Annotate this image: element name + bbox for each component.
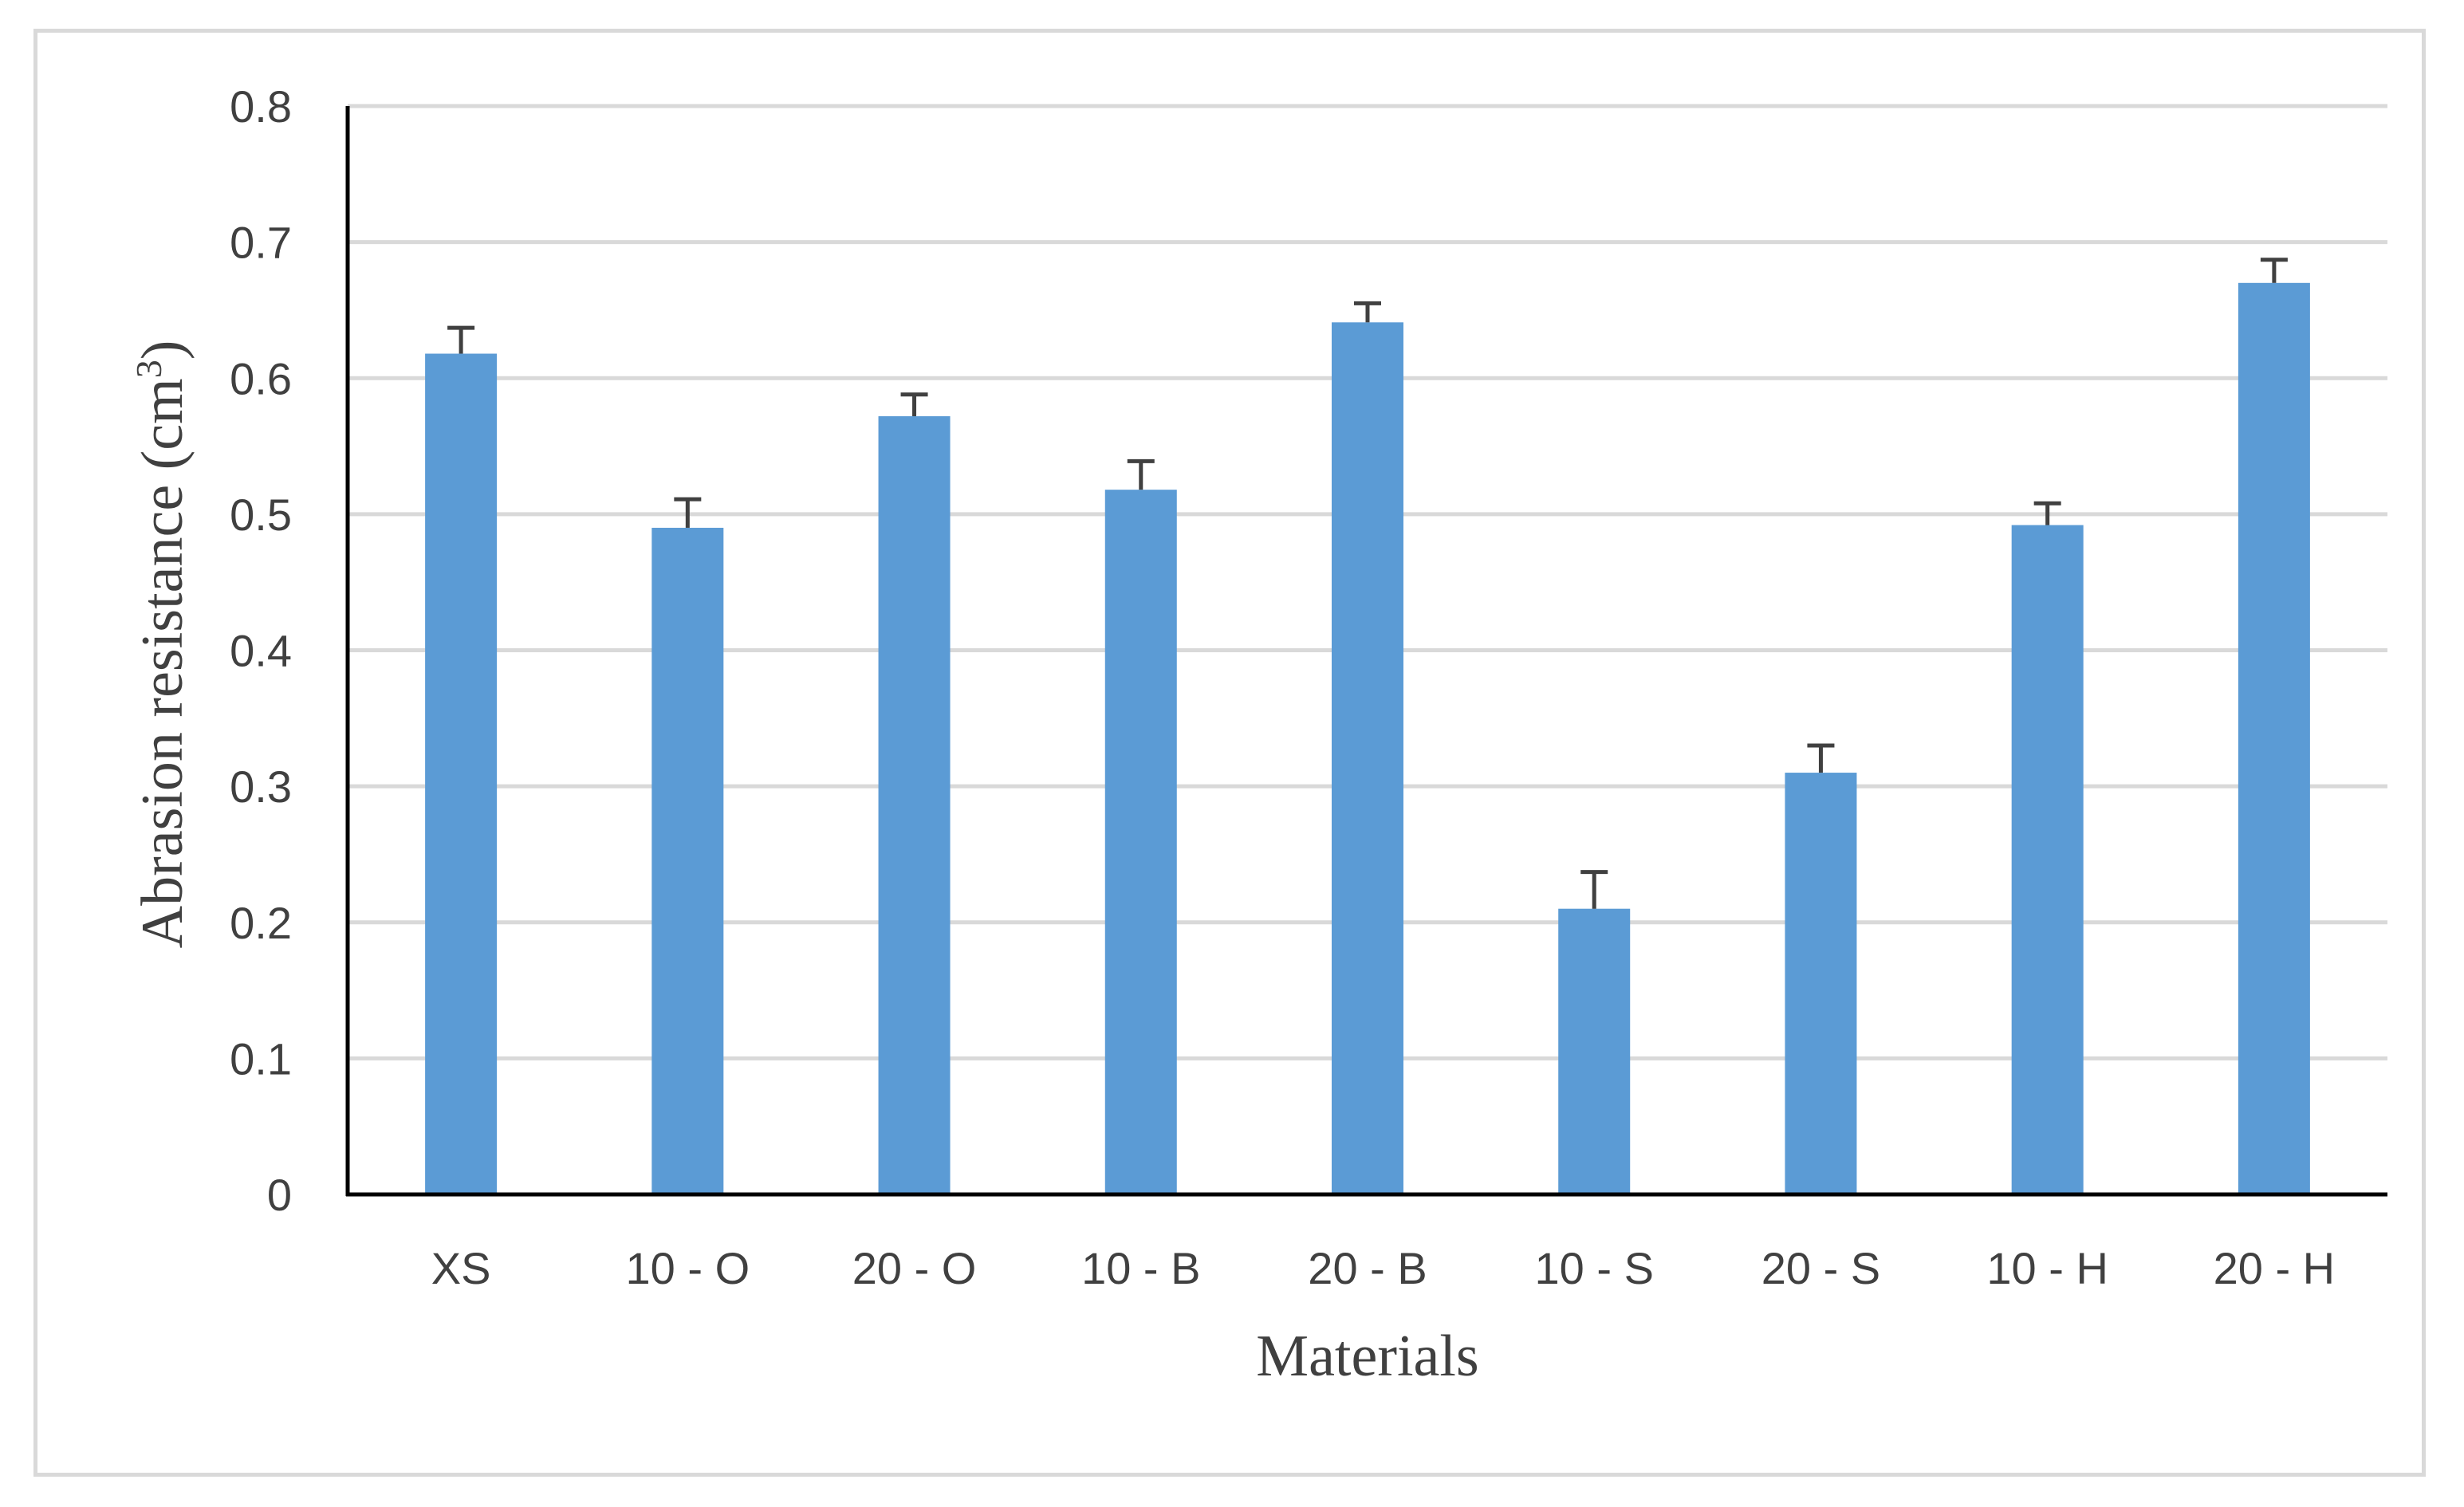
y-tick-label: 0.8: [230, 81, 292, 132]
error-bar: [674, 497, 702, 528]
bar: [1104, 490, 1177, 1194]
x-tick-label: 20 - O: [852, 1243, 977, 1293]
x-tick-label: 10 - O: [626, 1243, 750, 1293]
error-bar: [900, 392, 928, 417]
bar: [651, 527, 724, 1194]
x-tick-label: 20 - B: [1308, 1243, 1427, 1293]
y-tick-label: 0.7: [230, 218, 292, 268]
x-tick-label: 10 - S: [1535, 1243, 1654, 1293]
x-tick-label: XS: [431, 1243, 491, 1293]
y-axis-title: Abrasion resistance (cm3): [128, 340, 195, 949]
x-tick-label: 10 - B: [1081, 1243, 1200, 1293]
y-axis-title-tail: ): [130, 340, 195, 360]
y-tick-label: 0.6: [230, 353, 292, 403]
bar: [425, 353, 498, 1195]
error-bar: [447, 325, 475, 354]
y-tick-label: 0: [267, 1170, 292, 1220]
y-tick-labels: 0 0.1 0.2 0.3 0.4 0.5 0.6 0.7 0.8: [230, 81, 292, 1220]
error-bar: [1354, 301, 1381, 323]
error-bar: [2260, 258, 2288, 283]
y-axis-title-superscript: 3: [128, 360, 169, 378]
bars: [425, 282, 2310, 1195]
x-axis-title: Materials: [1256, 1324, 1478, 1389]
error-bar: [2033, 501, 2061, 525]
bar: [1558, 908, 1631, 1194]
y-tick-label: 0.5: [230, 490, 292, 540]
bar: [2011, 525, 2084, 1194]
error-bar: [1580, 870, 1608, 909]
bar: [878, 416, 951, 1194]
x-tick-label: 10 - H: [1986, 1243, 2108, 1293]
y-tick-label: 0.2: [230, 898, 292, 948]
error-bar: [1127, 458, 1155, 490]
error-bar: [1807, 743, 1835, 773]
y-tick-label: 0.1: [230, 1033, 292, 1084]
y-tick-label: 0.3: [230, 761, 292, 812]
error-bars: [447, 258, 2288, 909]
y-axis-title-main: Abrasion resistance (cm: [130, 378, 195, 948]
x-tick-label: 20 - H: [2214, 1243, 2336, 1293]
bar: [1785, 773, 1857, 1194]
x-tick-label: 20 - S: [1761, 1243, 1880, 1293]
axes: [345, 106, 2387, 1197]
bar: [1332, 322, 1403, 1195]
bar: [2238, 282, 2310, 1194]
x-tick-labels: XS 10 - O 20 - O 10 - B 20 - B 10 - S 20 - S 10…: [431, 1243, 2335, 1293]
y-tick-label: 0.4: [230, 626, 292, 676]
